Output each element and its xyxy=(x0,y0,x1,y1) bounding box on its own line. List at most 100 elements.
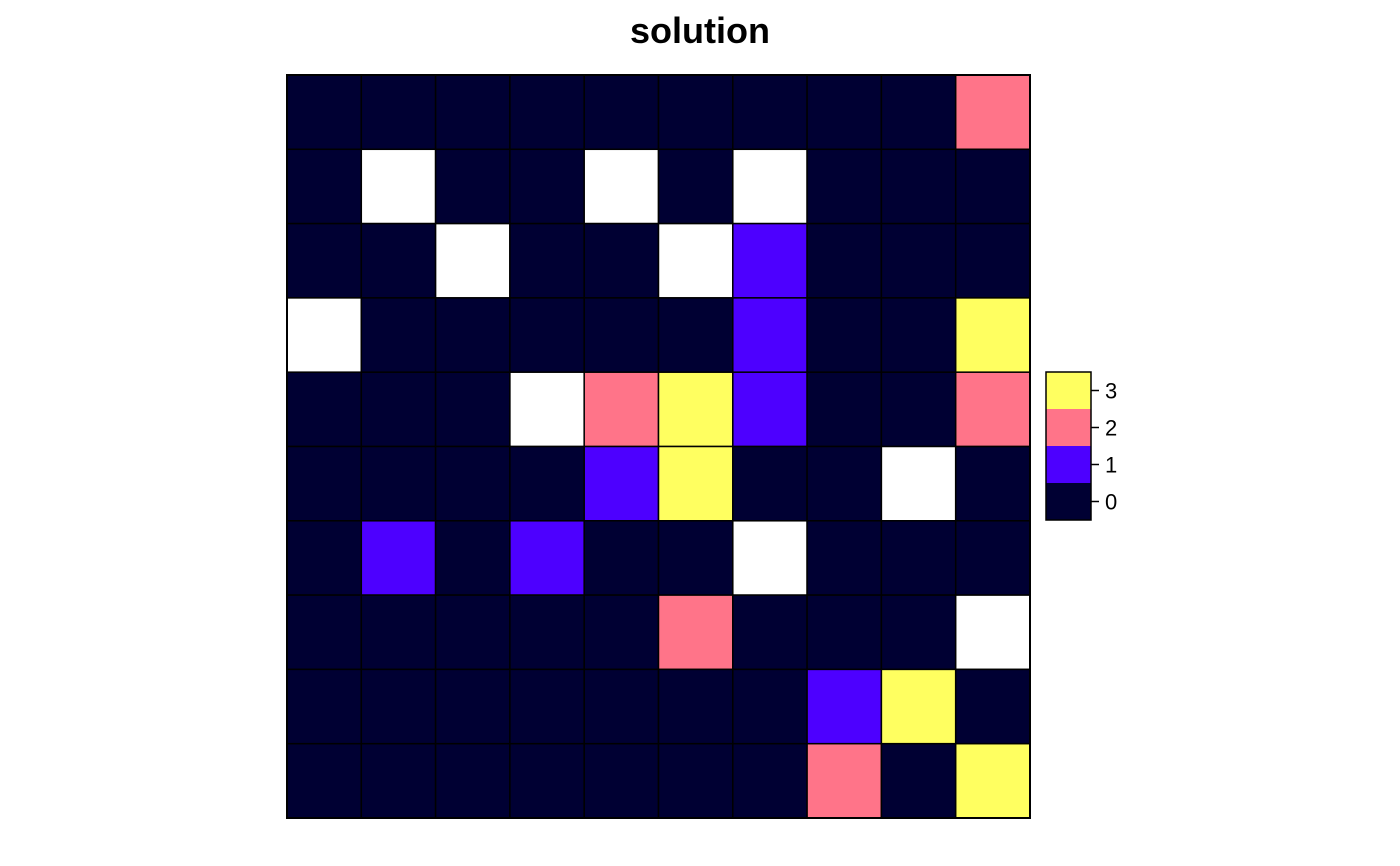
heatmap-cell-r5-c1 xyxy=(286,371,363,448)
legend-swatch-2 xyxy=(1046,409,1091,446)
heatmap-cell-r7-c5 xyxy=(583,520,660,596)
heatmap-cell-r1-c3 xyxy=(434,74,511,151)
heatmap-cell-r5-c3 xyxy=(434,371,511,448)
heatmap-cell-r4-c1 xyxy=(286,297,363,373)
heatmap-cell-r2-c7 xyxy=(732,148,808,225)
heatmap-cell-r2-c9 xyxy=(880,148,957,225)
heatmap-cell-r9-c6 xyxy=(657,668,734,745)
heatmap-cell-r9-c1 xyxy=(286,668,363,745)
plot-frame xyxy=(286,74,1031,819)
heatmap-cell-r6-c7 xyxy=(732,445,808,522)
heatmap-cell-r9-c9 xyxy=(880,668,957,745)
heatmap-cell-r8-c10 xyxy=(954,594,1031,671)
heatmap-cell-r8-c7 xyxy=(732,594,808,671)
heatmap-cell-r1-c6 xyxy=(657,74,734,151)
heatmap-cell-r5-c9 xyxy=(880,371,957,448)
heatmap-cell-r9-c3 xyxy=(434,668,511,745)
heatmap-cell-r1-c9 xyxy=(880,74,957,151)
heatmap-cell-r9-c4 xyxy=(509,668,585,745)
legend-frame xyxy=(1045,371,1092,521)
heatmap-cell-r2-c3 xyxy=(434,148,511,225)
heatmap-cell-r10-c1 xyxy=(286,742,363,819)
legend-label-0: 0 xyxy=(1105,490,1117,515)
heatmap-grid xyxy=(286,74,1031,819)
heatmap-cell-r8-c8 xyxy=(806,594,883,671)
legend-swatch-1 xyxy=(1046,446,1091,483)
heatmap-cell-r9-c10 xyxy=(954,668,1031,745)
heatmap-cell-r5-c6 xyxy=(657,371,734,448)
heatmap-cell-r5-c7 xyxy=(732,371,808,448)
heatmap-cell-r7-c2 xyxy=(360,520,437,596)
heatmap-cell-r1-c5 xyxy=(583,74,660,151)
heatmap-cell-r7-c1 xyxy=(286,520,363,596)
legend-label-3: 3 xyxy=(1105,379,1117,404)
heatmap-cell-r4-c10 xyxy=(954,297,1031,373)
heatmap-cell-r10-c6 xyxy=(657,742,734,819)
heatmap-cell-r3-c7 xyxy=(732,222,808,299)
heatmap-cell-r3-c3 xyxy=(434,222,511,299)
heatmap-cell-r2-c1 xyxy=(286,148,363,225)
heatmap-cell-r10-c2 xyxy=(360,742,437,819)
heatmap-cell-r4-c5 xyxy=(583,297,660,373)
heatmap-cell-r2-c8 xyxy=(806,148,883,225)
heatmap-cell-r10-c8 xyxy=(806,742,883,819)
heatmap-cell-r1-c2 xyxy=(360,74,437,151)
heatmap-cell-r3-c4 xyxy=(509,222,585,299)
heatmap-cell-r4-c8 xyxy=(806,297,883,373)
heatmap-cell-r8-c4 xyxy=(509,594,585,671)
heatmap-cell-r6-c3 xyxy=(434,445,511,522)
heatmap-cell-r9-c2 xyxy=(360,668,437,745)
heatmap-cell-r1-c1 xyxy=(286,74,363,151)
heatmap-cell-r7-c3 xyxy=(434,520,511,596)
heatmap-cell-r4-c9 xyxy=(880,297,957,373)
heatmap-cell-r9-c7 xyxy=(732,668,808,745)
heatmap-cell-r7-c4 xyxy=(509,520,585,596)
heatmap-cell-r1-c7 xyxy=(732,74,808,151)
heatmap-cell-r5-c8 xyxy=(806,371,883,448)
heatmap-cell-r7-c7 xyxy=(732,520,808,596)
heatmap-cell-r4-c6 xyxy=(657,297,734,373)
heatmap-cell-r6-c10 xyxy=(954,445,1031,522)
heatmap-cell-r6-c8 xyxy=(806,445,883,522)
heatmap-cell-r3-c8 xyxy=(806,222,883,299)
heatmap-cell-r3-c9 xyxy=(880,222,957,299)
heatmap-cell-r6-c1 xyxy=(286,445,363,522)
heatmap-cell-r8-c2 xyxy=(360,594,437,671)
heatmap-cell-r8-c3 xyxy=(434,594,511,671)
heatmap-cell-r2-c5 xyxy=(583,148,660,225)
heatmap-cell-r3-c6 xyxy=(657,222,734,299)
heatmap-cell-r6-c5 xyxy=(583,445,660,522)
heatmap-cell-r6-c4 xyxy=(509,445,585,522)
heatmap-cell-r10-c7 xyxy=(732,742,808,819)
legend-swatch-3 xyxy=(1046,372,1091,409)
heatmap-cell-r5-c4 xyxy=(509,371,585,448)
heatmap-cell-r8-c6 xyxy=(657,594,734,671)
heatmap-cell-r3-c10 xyxy=(954,222,1031,299)
heatmap-cell-r5-c5 xyxy=(583,371,660,448)
legend: 3 2 1 0 xyxy=(1045,371,1117,521)
heatmap-cell-r1-c4 xyxy=(509,74,585,151)
heatmap-cell-r4-c2 xyxy=(360,297,437,373)
heatmap-cell-r2-c4 xyxy=(509,148,585,225)
heatmap-cell-r9-c8 xyxy=(806,668,883,745)
heatmap-cell-r5-c10 xyxy=(954,371,1031,448)
heatmap-cell-r7-c10 xyxy=(954,520,1031,596)
heatmap-cell-r10-c9 xyxy=(880,742,957,819)
heatmap-cell-r3-c5 xyxy=(583,222,660,299)
heatmap-cell-r9-c5 xyxy=(583,668,660,745)
heatmap-cell-r2-c10 xyxy=(954,148,1031,225)
heatmap-cell-r5-c2 xyxy=(360,371,437,448)
heatmap-cell-r6-c9 xyxy=(880,445,957,522)
heatmap-cell-r2-c2 xyxy=(360,148,437,225)
chart-title: solution xyxy=(630,10,770,51)
heatmap-cell-r1-c8 xyxy=(806,74,883,151)
heatmap-cell-r1-c10 xyxy=(954,74,1031,151)
legend-label-1: 1 xyxy=(1105,453,1117,478)
heatmap-cell-r10-c5 xyxy=(583,742,660,819)
heatmap-cell-r7-c8 xyxy=(806,520,883,596)
heatmap-cell-r4-c3 xyxy=(434,297,511,373)
heatmap-cell-r6-c2 xyxy=(360,445,437,522)
legend-swatch-0 xyxy=(1046,483,1091,520)
heatmap-cell-r8-c5 xyxy=(583,594,660,671)
